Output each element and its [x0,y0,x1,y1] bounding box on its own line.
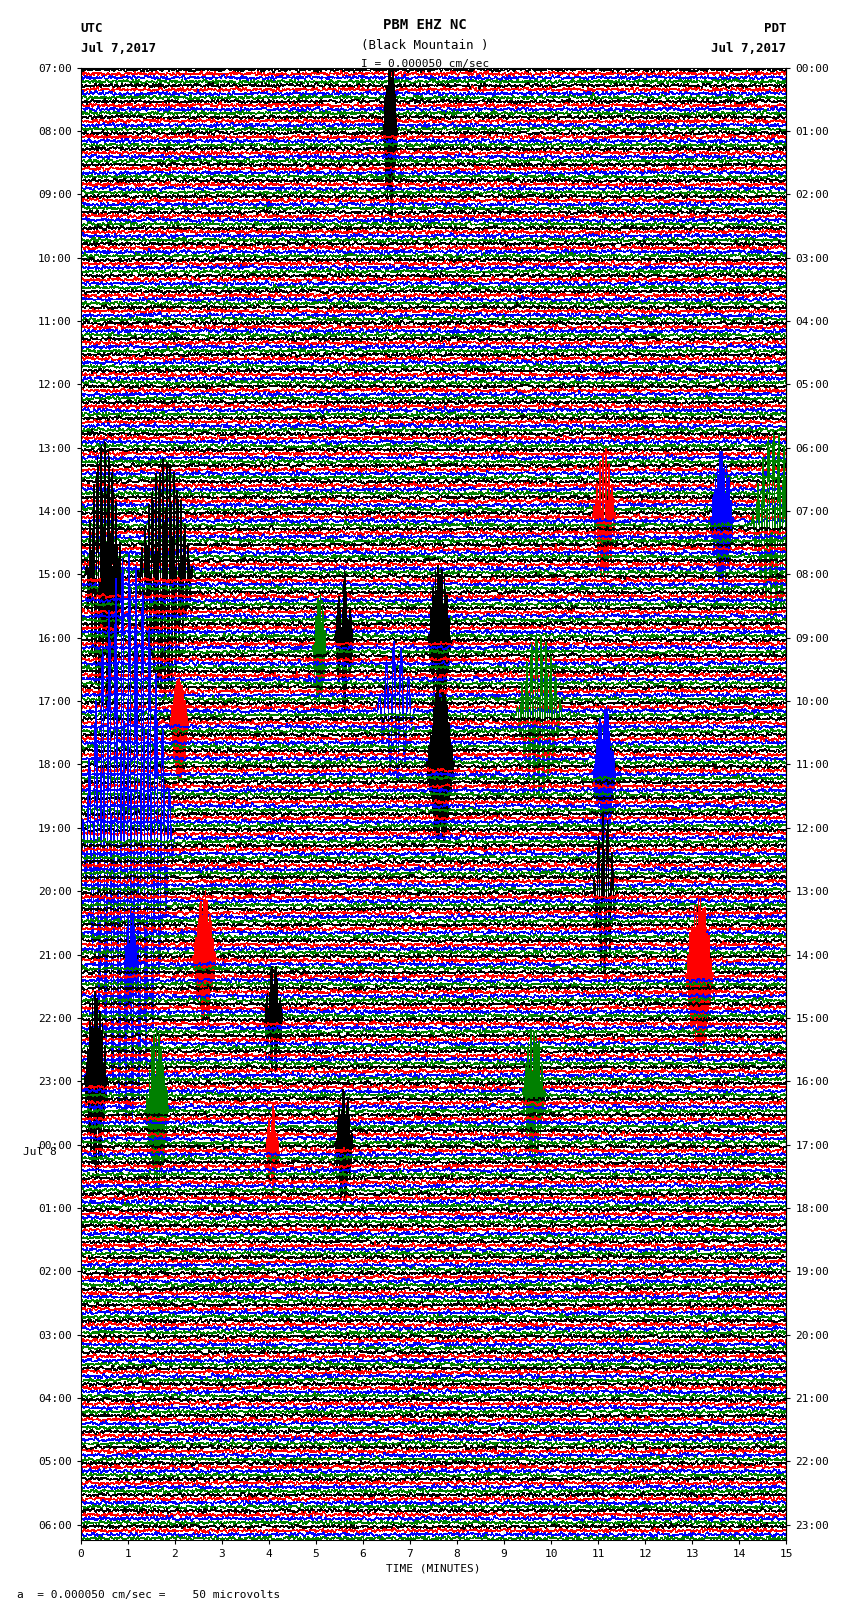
Text: UTC: UTC [81,23,103,35]
Text: PDT: PDT [764,23,786,35]
Text: I = 0.000050 cm/sec: I = 0.000050 cm/sec [361,60,489,69]
Text: Jul 7,2017: Jul 7,2017 [711,42,786,55]
Text: Jul 8: Jul 8 [24,1147,57,1158]
Text: Jul 7,2017: Jul 7,2017 [81,42,156,55]
Text: (Black Mountain ): (Black Mountain ) [361,39,489,52]
X-axis label: TIME (MINUTES): TIME (MINUTES) [386,1563,481,1574]
Text: PBM EHZ NC: PBM EHZ NC [383,18,467,32]
Text: a  = 0.000050 cm/sec =    50 microvolts: a = 0.000050 cm/sec = 50 microvolts [17,1590,280,1600]
